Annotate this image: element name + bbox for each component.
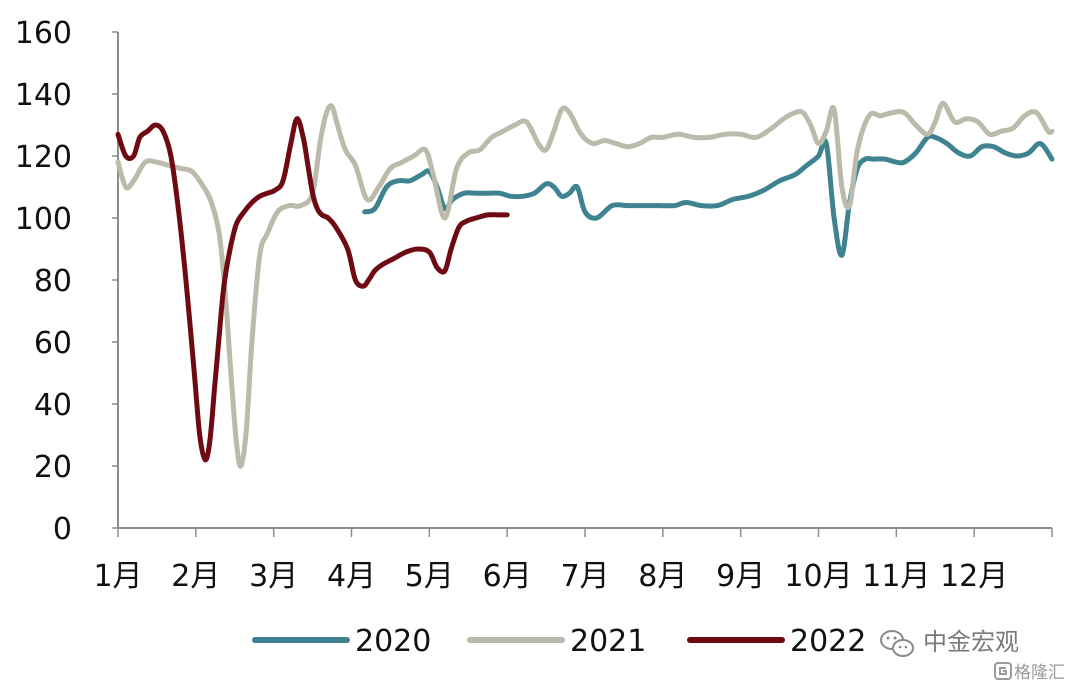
x-tick-label: 9月 bbox=[716, 559, 765, 594]
chart-legend: 2020 2021 2022 bbox=[252, 624, 866, 659]
series-line-2021 bbox=[115, 100, 1055, 469]
legend-label-2022: 2022 bbox=[790, 624, 866, 659]
y-tick-label: 140 bbox=[15, 78, 72, 113]
watermark-name: 中金宏观 bbox=[923, 628, 1019, 656]
x-tick-label: 12月 bbox=[940, 559, 1008, 594]
x-tick-label: 10月 bbox=[784, 559, 852, 594]
series-lines bbox=[115, 100, 1055, 469]
x-tick-label: 3月 bbox=[249, 559, 298, 594]
x-tick-label: 7月 bbox=[560, 559, 609, 594]
x-tick-label: 5月 bbox=[405, 559, 454, 594]
watermark-sub-text: 格隆汇 bbox=[1014, 663, 1065, 683]
x-tick-label: 1月 bbox=[93, 559, 142, 594]
y-tick-label: 160 bbox=[15, 16, 72, 51]
y-tick-label: 40 bbox=[34, 388, 72, 423]
legend-label-2020: 2020 bbox=[355, 624, 431, 659]
series-line-2020 bbox=[362, 133, 1055, 258]
series-line-2022 bbox=[115, 116, 510, 463]
x-tick-label: 2月 bbox=[171, 559, 220, 594]
x-tick-label: 4月 bbox=[327, 559, 376, 594]
y-axis-ticks: 0 20 40 60 80 100 120 140 160 bbox=[15, 16, 118, 547]
x-axis-ticks: 1月 2月 3月 4月 5月 6月 7月 8月 9月 10月 11月 12月 bbox=[93, 528, 1053, 594]
y-tick-label: 100 bbox=[15, 202, 72, 237]
x-tick-label: 6月 bbox=[483, 559, 532, 594]
x-tick-label: 8月 bbox=[638, 559, 687, 594]
wechat-icon bbox=[880, 630, 914, 657]
y-tick-label: 60 bbox=[34, 326, 72, 361]
x-tick-label: 11月 bbox=[862, 559, 930, 594]
legend-label-2021: 2021 bbox=[570, 624, 646, 659]
gelonghui-logo-icon bbox=[994, 662, 1012, 680]
y-tick-label: 20 bbox=[34, 450, 72, 485]
watermark: 中金宏观 格隆汇 bbox=[880, 628, 1065, 683]
y-tick-label: 80 bbox=[34, 264, 72, 299]
y-tick-label: 120 bbox=[15, 140, 72, 175]
y-tick-label: 0 bbox=[53, 512, 72, 547]
